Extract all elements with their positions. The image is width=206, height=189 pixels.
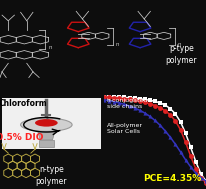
Text: n: n — [116, 42, 119, 47]
Text: π-conjugated
side chains: π-conjugated side chains — [107, 98, 149, 109]
Text: n: n — [48, 45, 52, 50]
Polygon shape — [36, 125, 57, 140]
FancyBboxPatch shape — [2, 98, 101, 149]
Text: Chloroform: Chloroform — [0, 99, 47, 108]
Text: n: n — [178, 42, 181, 47]
Ellipse shape — [35, 119, 58, 127]
Text: 0.5% DIO: 0.5% DIO — [0, 132, 44, 142]
Text: n-type
polymer: n-type polymer — [36, 165, 67, 186]
FancyBboxPatch shape — [39, 140, 54, 147]
Text: PCE=4.35%: PCE=4.35% — [143, 174, 201, 183]
Ellipse shape — [21, 118, 72, 131]
Text: All-polymer
Solar Cells: All-polymer Solar Cells — [107, 123, 143, 134]
Text: p-type
polymer: p-type polymer — [166, 44, 197, 65]
